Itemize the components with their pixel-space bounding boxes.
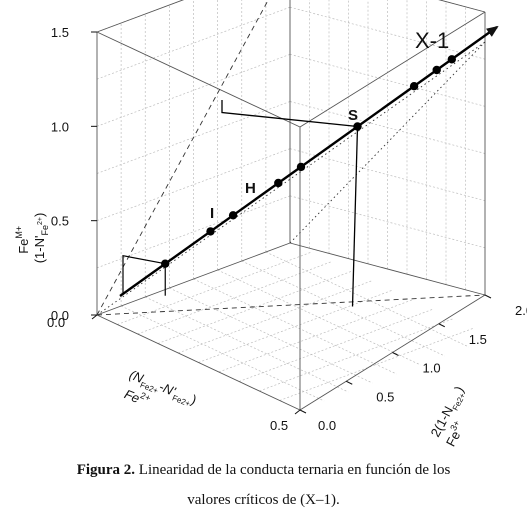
z-tick-label: 0.5 bbox=[51, 214, 69, 229]
data-point bbox=[409, 82, 419, 91]
grid-floor-b bbox=[193, 278, 397, 375]
x-tick-label: 0.5 bbox=[270, 418, 288, 433]
arrow-label-x-1: X-1 bbox=[415, 28, 449, 53]
grid-floor-b bbox=[265, 251, 470, 348]
y-tick-mark bbox=[299, 409, 307, 414]
grid-floor-a bbox=[218, 299, 412, 373]
x-axis-label: (NFe2+-N'Fe2+) Fe2+ bbox=[120, 367, 202, 427]
grid-back-wall-h bbox=[289, 148, 486, 202]
z-tick-label: 1.5 bbox=[51, 25, 69, 40]
grid-back-wall-h bbox=[289, 195, 486, 249]
data-point bbox=[206, 227, 215, 236]
x-tick-mark bbox=[294, 409, 301, 415]
x-tick-mark bbox=[91, 314, 98, 320]
y-tick-mark bbox=[392, 352, 399, 356]
box-edge bbox=[438, 0, 486, 13]
grid-floor-a bbox=[157, 271, 352, 344]
y-tick-label: 2.0 bbox=[515, 303, 527, 318]
data-point bbox=[274, 178, 283, 188]
grid-floor-b bbox=[145, 296, 349, 393]
series-x-1 bbox=[119, 25, 499, 307]
box-edge bbox=[96, 242, 291, 316]
data-point bbox=[432, 65, 441, 75]
grid-floor-b bbox=[169, 287, 373, 384]
point-label-H: H bbox=[245, 180, 256, 197]
box-edge bbox=[96, 0, 185, 33]
grid-floor-b bbox=[120, 305, 325, 402]
ref-back-dotted bbox=[289, 41, 486, 244]
projection-S-back bbox=[221, 100, 358, 128]
data-point bbox=[447, 55, 456, 64]
caption-bold-prefix: Figura 2. bbox=[76, 462, 136, 478]
figure-caption-line-2: valores críticos de (X–1). bbox=[0, 492, 527, 509]
grid-floor-b bbox=[241, 260, 445, 357]
box-edge bbox=[289, 242, 486, 296]
point-label-I: I bbox=[210, 205, 214, 222]
grid-left-wall-h bbox=[96, 0, 184, 33]
y-tick-mark bbox=[438, 323, 445, 328]
box-edge bbox=[96, 314, 301, 411]
y-tick-label: 0.5 bbox=[376, 389, 394, 404]
grid-back-wall-h bbox=[438, 0, 486, 13]
projection-S-vertical bbox=[351, 126, 359, 307]
caption-text-1: Linearidad de la conducta ternaria en fu… bbox=[135, 462, 451, 478]
z-tick-label: 1.0 bbox=[51, 119, 69, 134]
box-grid bbox=[96, 0, 486, 402]
data-point bbox=[228, 211, 238, 220]
y-tick-label: 1.5 bbox=[469, 332, 487, 347]
grid-back-wall-h bbox=[289, 6, 486, 60]
tick-labels: 0.0 0.5 1.0 1.5 0.0 0.5 1.0 1.5 2.0 0.0 0.5 bbox=[47, 25, 527, 433]
x-tick-label: 0.0 bbox=[47, 315, 65, 330]
projection-origin-back bbox=[122, 254, 166, 295]
point-label-S: S bbox=[348, 107, 358, 124]
reference-lines bbox=[96, 0, 486, 316]
z-tick-label: 0.0 bbox=[51, 308, 69, 323]
figure-caption-line-1: Figura 2. Linearidad de la conducta tern… bbox=[0, 462, 527, 479]
data-point bbox=[296, 162, 306, 172]
box-edge bbox=[299, 11, 486, 128]
box-edge bbox=[96, 31, 301, 128]
grid-floor-b bbox=[217, 269, 421, 366]
data-point bbox=[353, 122, 362, 131]
y-tick-label: 1.0 bbox=[423, 361, 441, 376]
caption-text-2: valores críticos de (X–1). bbox=[187, 492, 340, 508]
series-line-x-1 bbox=[119, 25, 499, 297]
ref-diagonal-left-wall bbox=[96, 0, 269, 316]
grid-floor-a bbox=[259, 318, 453, 392]
y-tick-mark bbox=[346, 380, 353, 385]
y-tick-mark bbox=[484, 294, 492, 299]
data-point bbox=[161, 259, 170, 268]
box-frame bbox=[96, 0, 486, 411]
y-tick-label: 0.0 bbox=[318, 418, 336, 433]
ref-diagonal-floor bbox=[96, 294, 486, 316]
z-axis-label: FeM+ (1-N'Fe2+) bbox=[10, 213, 50, 264]
y-axis-label: 2(1-NFe2+) Fe3+ bbox=[427, 380, 484, 449]
grid-floor-a bbox=[117, 252, 311, 325]
